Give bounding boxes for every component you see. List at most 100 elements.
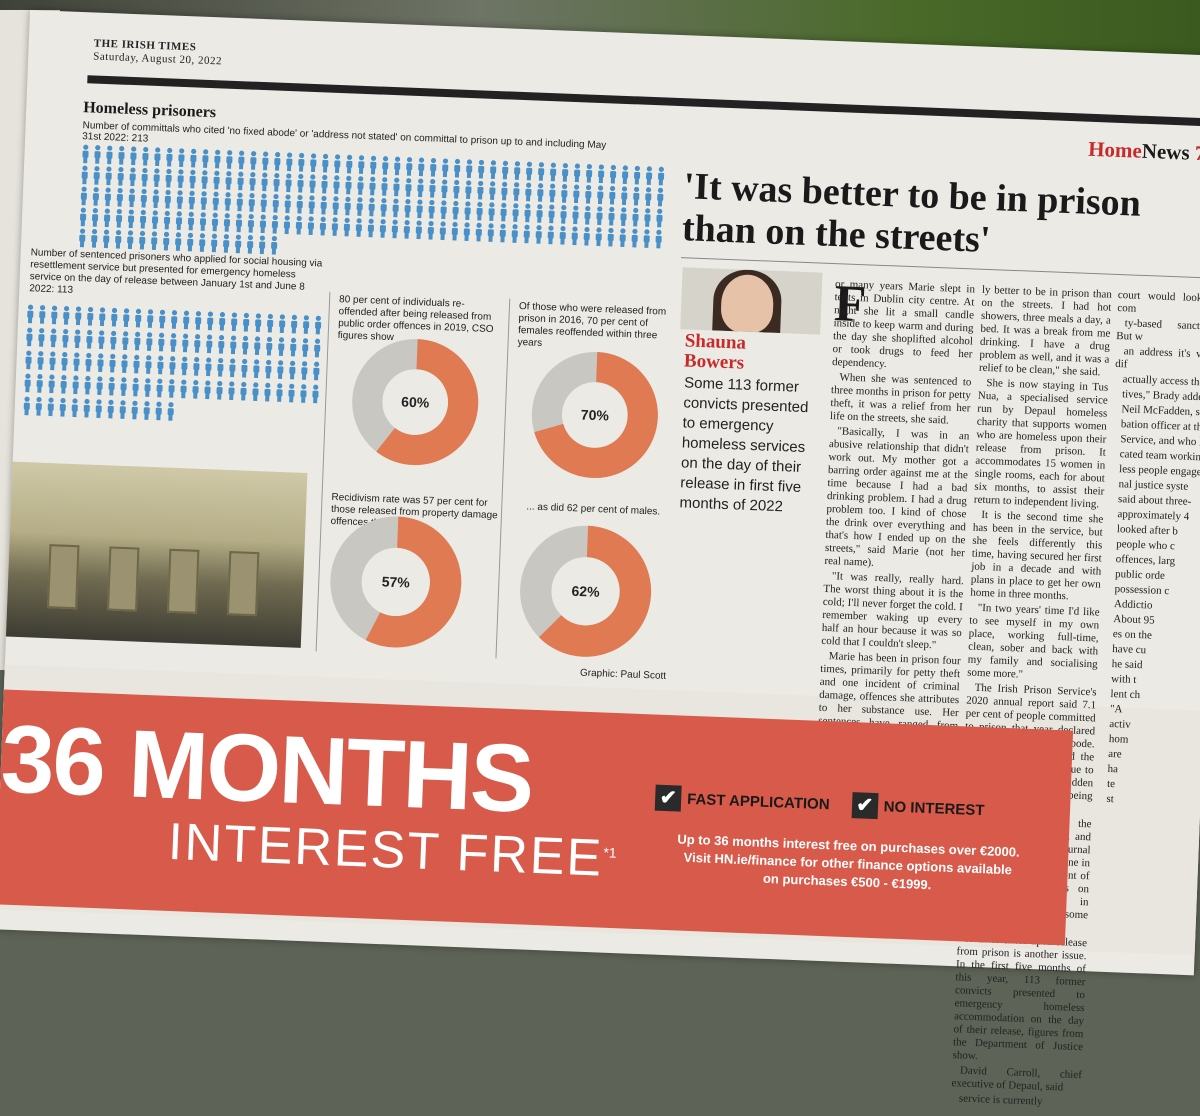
- person-icon: [156, 378, 163, 398]
- person-icon: [95, 399, 102, 419]
- author-name: Shauna Bowers: [684, 330, 747, 373]
- person-icon: [488, 202, 495, 221]
- person-icon: [312, 384, 319, 404]
- person-icon: [249, 172, 256, 191]
- person-icon: [500, 202, 507, 222]
- article-paragraph: st: [1106, 792, 1115, 806]
- author-face: [720, 273, 775, 334]
- person-icon: [596, 206, 603, 226]
- person-icon: [271, 235, 278, 255]
- person-icon: [87, 306, 94, 326]
- person-icon: [47, 397, 54, 417]
- checkmark-icon: ✔: [851, 792, 879, 820]
- person-icon: [332, 196, 339, 215]
- person-icon: [343, 217, 350, 237]
- person-icon: [598, 164, 605, 184]
- person-icon: [178, 148, 185, 167]
- person-icon: [86, 329, 93, 349]
- person-icon: [301, 361, 308, 380]
- person-icon: [291, 314, 298, 334]
- person-icon: [355, 218, 362, 237]
- article-paragraph: cated team workin: [1119, 448, 1200, 464]
- person-icon: [511, 224, 518, 243]
- person-icon: [80, 186, 87, 206]
- person-icon: [163, 210, 171, 230]
- graphic-subtitle-2: Number of sentenced prisoners who applie…: [29, 247, 323, 296]
- person-icon: [382, 156, 389, 175]
- person-icon: [26, 327, 33, 347]
- person-icon: [621, 186, 628, 206]
- person-icon: [586, 163, 593, 183]
- person-icon: [357, 176, 364, 195]
- person-icon: [223, 234, 230, 253]
- person-icon: [24, 373, 31, 393]
- person-icon: [93, 166, 100, 185]
- person-icon: [271, 214, 279, 234]
- person-icon: [501, 181, 508, 201]
- person-icon: [188, 190, 195, 210]
- person-icon: [559, 226, 566, 245]
- author-photo: [680, 267, 823, 335]
- person-icon: [415, 220, 422, 240]
- person-icon: [499, 223, 506, 243]
- person-icon: [207, 311, 214, 331]
- article-paragraph: es on the: [1112, 628, 1153, 642]
- person-icon: [284, 194, 291, 214]
- person-icon: [128, 188, 135, 208]
- person-icon: [123, 308, 130, 327]
- person-icon: [290, 337, 297, 357]
- person-icon: [537, 183, 544, 202]
- ad-features: ✔ FAST APPLICATION ✔ NO INTEREST: [654, 784, 1003, 824]
- person-icon: [132, 377, 139, 397]
- person-icon: [265, 359, 272, 379]
- person-icon: [633, 186, 640, 206]
- person-icon: [223, 213, 231, 232]
- article-paragraph: Homelessness upon release from prison is…: [952, 933, 1088, 1063]
- person-icon: [195, 311, 202, 330]
- person-icon: [454, 158, 461, 178]
- person-icon: [92, 187, 99, 206]
- article-paragraph: ty-based sanction. But w: [1116, 317, 1200, 343]
- people-grid-113: [23, 10, 1200, 421]
- person-icon: [103, 229, 110, 249]
- ad-interest-free: INTEREST FREE*1: [167, 812, 618, 889]
- person-icon: [119, 400, 126, 419]
- person-icon: [333, 175, 340, 194]
- article-paragraph: nal justice syste: [1118, 478, 1189, 493]
- person-icon: [254, 336, 261, 356]
- person-icon: [463, 222, 470, 242]
- person-icon: [235, 213, 243, 233]
- person-icon: [441, 179, 448, 199]
- ad-interest-free-text: INTEREST FREE: [167, 812, 605, 888]
- graphic-title: Homeless prisoners: [82, 99, 217, 122]
- person-icon: [183, 310, 190, 330]
- article-paragraph: activ: [1109, 717, 1131, 731]
- person-icon: [175, 211, 183, 230]
- person-icon: [405, 178, 412, 197]
- person-icon: [201, 170, 208, 189]
- person-icon: [303, 315, 310, 334]
- person-icon: [189, 169, 196, 189]
- article-paragraph: an address it's very dif: [1114, 345, 1200, 371]
- section-label: HomeNews 7: [1088, 137, 1200, 166]
- article-paragraph: approximately 4: [1117, 508, 1190, 523]
- person-icon: [442, 158, 449, 178]
- person-icon: [192, 380, 199, 399]
- person-icon: [277, 360, 284, 379]
- person-icon: [658, 166, 665, 186]
- article-paragraph: actually access those: [1122, 373, 1200, 389]
- donut-hole: [562, 382, 628, 448]
- person-icon: [118, 146, 125, 165]
- person-icon: [345, 175, 352, 195]
- person-icon: [63, 306, 70, 325]
- person-icon: [331, 217, 338, 236]
- person-icon: [104, 187, 111, 207]
- person-icon: [489, 181, 496, 200]
- person-icon: [453, 179, 460, 199]
- person-icon: [211, 212, 219, 232]
- person-icon: [131, 400, 138, 420]
- article-paragraph: offences, larg: [1115, 553, 1176, 568]
- donut-chart-62: 62%: [520, 525, 652, 657]
- person-icon: [219, 312, 226, 331]
- person-icon: [108, 376, 115, 396]
